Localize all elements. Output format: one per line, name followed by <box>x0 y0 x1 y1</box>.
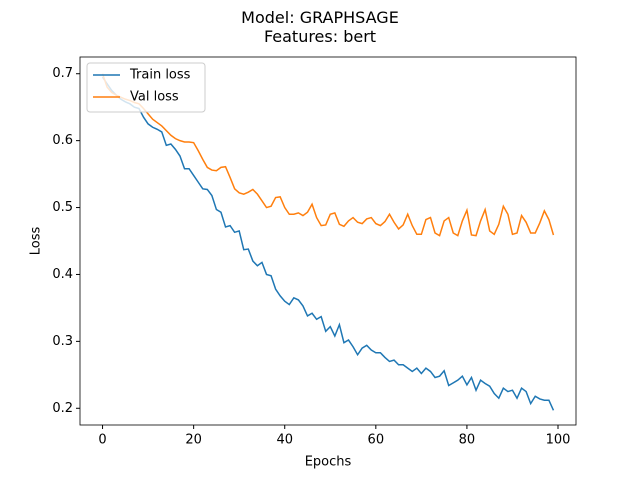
line-series <box>101 73 555 237</box>
y-tick-label: 0.6 <box>52 133 73 148</box>
y-tick-label: 0.2 <box>52 401 73 416</box>
x-tick-label: 20 <box>185 433 202 448</box>
x-tick-label: 100 <box>546 433 571 448</box>
legend-label: Train loss <box>129 68 191 83</box>
x-tick-label: 80 <box>459 433 476 448</box>
x-tick-label: 40 <box>276 433 293 448</box>
y-tick-label: 0.3 <box>52 334 73 349</box>
x-axis-label: Epochs <box>305 455 352 470</box>
chart-title: Model: GRAPHSAGE Features: bert <box>241 8 399 46</box>
y-axis-label: Loss <box>29 227 44 256</box>
line-series <box>101 76 555 411</box>
y-tick-label: 0.5 <box>52 200 73 215</box>
legend-label: Val loss <box>130 90 179 105</box>
x-tick-label: 60 <box>368 433 385 448</box>
plot-frame <box>79 56 577 426</box>
y-tick-label: 0.4 <box>52 267 73 282</box>
y-tick-label: 0.7 <box>52 66 73 81</box>
x-tick-label: 0 <box>98 433 106 448</box>
